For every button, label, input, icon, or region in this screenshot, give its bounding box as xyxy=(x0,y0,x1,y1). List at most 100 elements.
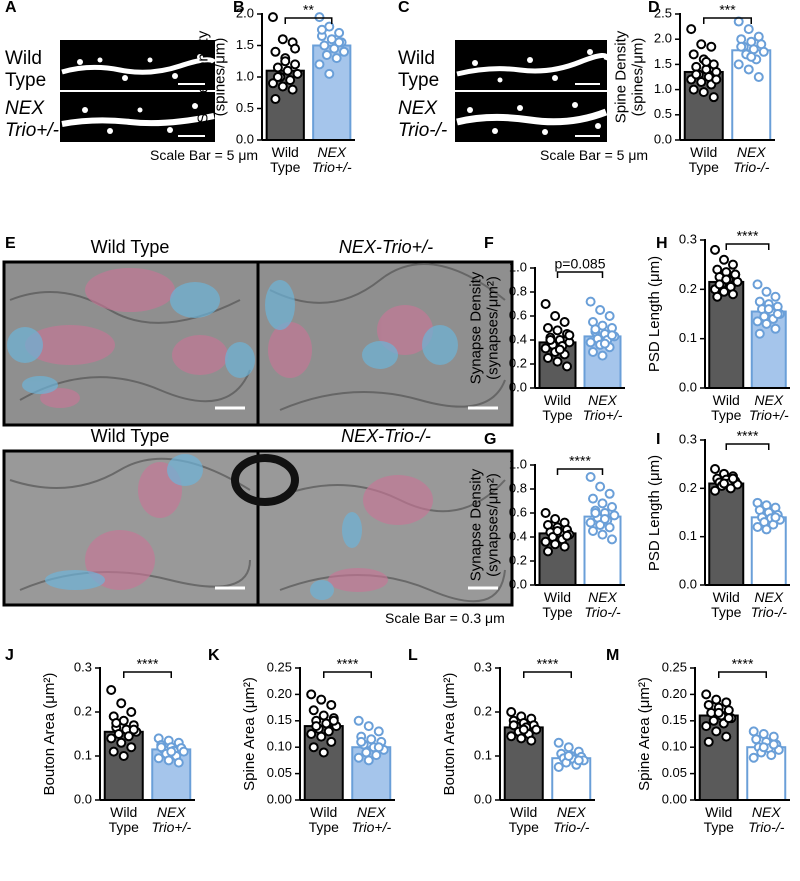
y-tick-label: 0.15 xyxy=(662,712,687,727)
y-axis-label: Spine Area (μm²) xyxy=(635,677,653,791)
data-point xyxy=(353,752,364,763)
x-tick-label: Wild Type xyxy=(703,804,734,835)
data-point xyxy=(308,742,319,753)
data-point xyxy=(727,473,738,484)
data-point xyxy=(701,689,712,700)
y-tick-label: 0.0 xyxy=(509,379,527,394)
y-tick-label: 0.0 xyxy=(236,131,254,146)
data-point xyxy=(267,12,278,23)
panel-letter: L xyxy=(408,647,418,664)
y-tick-label: 0.0 xyxy=(679,576,697,591)
y-tick-label: 2.0 xyxy=(654,31,672,46)
x-tick-label: Wild Type xyxy=(108,804,139,835)
data-point xyxy=(725,483,736,494)
data-point xyxy=(604,522,615,533)
data-point xyxy=(587,526,598,536)
y-tick-label: 0.2 xyxy=(474,703,492,718)
significance-bracket xyxy=(523,671,572,678)
data-point xyxy=(585,337,596,348)
data-point xyxy=(753,72,764,82)
x-tick-label: Wild Type xyxy=(688,144,719,175)
data-point xyxy=(609,510,620,521)
data-point xyxy=(126,707,137,717)
data-point xyxy=(727,259,738,270)
data-point xyxy=(595,305,606,315)
y-tick-label: 0.00 xyxy=(662,791,687,806)
x-tick-label: Wild Type xyxy=(508,804,539,835)
data-point xyxy=(733,16,744,27)
significance-bracket xyxy=(123,671,172,678)
data-point xyxy=(328,715,339,726)
y-tick-label: 0.1 xyxy=(679,330,697,345)
data-point xyxy=(721,731,732,742)
data-point xyxy=(111,718,122,728)
y-tick-label: 0.8 xyxy=(509,283,527,298)
y-tick-label: 0.10 xyxy=(267,739,292,754)
data-point xyxy=(599,514,610,524)
significance-label: **** xyxy=(737,228,759,244)
micrograph-a xyxy=(60,40,217,142)
y-tick-label: 1.0 xyxy=(654,81,672,96)
y-tick-label: 0.5 xyxy=(654,106,672,121)
data-point xyxy=(714,279,725,290)
y-tick-label: 0.0 xyxy=(74,791,92,806)
data-point xyxy=(711,726,722,737)
y-tick-label: 0.2 xyxy=(509,355,527,370)
data-point xyxy=(373,742,384,753)
data-point xyxy=(770,512,781,523)
data-point xyxy=(118,751,129,761)
data-point xyxy=(552,356,563,367)
x-tick-label: NEX Trio+/- xyxy=(311,144,352,175)
data-point xyxy=(746,51,757,62)
data-point xyxy=(128,724,139,735)
significance-label: ** xyxy=(303,2,314,18)
data-point xyxy=(306,689,317,700)
data-point xyxy=(770,291,781,302)
data-point xyxy=(371,750,382,761)
data-point xyxy=(590,508,601,518)
data-point xyxy=(316,731,327,742)
data-point xyxy=(373,726,384,737)
data-point xyxy=(334,27,345,38)
significance-label: **** xyxy=(337,656,359,672)
data-point xyxy=(318,710,329,721)
data-point xyxy=(306,729,317,739)
data-point xyxy=(550,311,561,321)
data-point xyxy=(363,721,374,732)
x-tick-label: NEX Trio-/- xyxy=(750,589,787,620)
data-point xyxy=(711,74,722,85)
data-point xyxy=(516,733,527,744)
image-title: Wild Type xyxy=(90,237,170,257)
data-point xyxy=(607,502,618,512)
data-point xyxy=(599,338,610,349)
data-point xyxy=(324,68,335,79)
data-point xyxy=(542,323,553,333)
significance-bracket xyxy=(725,243,770,250)
image-label: NEX Trio+/- xyxy=(5,98,60,141)
data-point xyxy=(552,526,563,536)
data-point xyxy=(178,746,189,757)
data-point xyxy=(559,541,570,552)
data-point xyxy=(540,508,551,518)
y-tick-label: 0.2 xyxy=(679,480,697,495)
scale-bar-label: Scale Bar = 5 μm xyxy=(540,147,649,163)
data-point xyxy=(366,734,377,745)
data-point xyxy=(719,478,730,489)
data-point xyxy=(752,316,763,327)
data-point xyxy=(751,734,762,745)
data-point xyxy=(106,685,117,695)
panel-letter: J xyxy=(5,647,14,664)
data-point xyxy=(318,747,329,758)
data-point xyxy=(698,87,709,98)
significance-bracket xyxy=(556,468,604,475)
data-point xyxy=(353,715,364,726)
data-point xyxy=(743,64,754,75)
data-point xyxy=(772,309,783,319)
y-tick-label: 0.1 xyxy=(679,528,697,543)
y-tick-label: 0.0 xyxy=(654,131,672,146)
data-point xyxy=(763,304,774,315)
data-point xyxy=(688,84,699,95)
data-point xyxy=(604,488,615,499)
y-tick-label: 0.0 xyxy=(474,791,492,806)
y-axis-label: Synapse Density (synapses/μm²) xyxy=(467,271,502,385)
